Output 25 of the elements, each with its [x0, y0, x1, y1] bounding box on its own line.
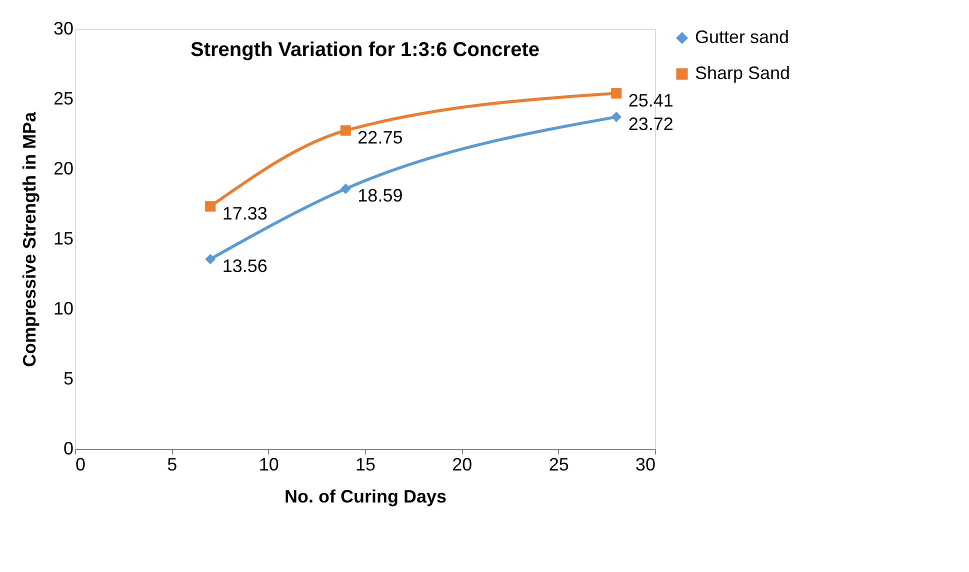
y-tick-label: 0	[63, 438, 74, 458]
y-tick-label: 30	[53, 18, 74, 38]
x-tick-label: 15	[355, 454, 376, 474]
data-label: 18.59	[358, 186, 403, 206]
y-tick-label: 10	[53, 298, 74, 318]
x-tick-label: 5	[167, 454, 178, 474]
y-tick-label: 20	[53, 158, 74, 178]
x-tick-label: 10	[258, 454, 279, 474]
y-tick-label: 5	[63, 368, 74, 388]
y-tick-label: 15	[53, 228, 74, 248]
data-label: 25.41	[628, 90, 674, 110]
data-label: 23.72	[628, 114, 674, 134]
x-axis-title: No. of Curing Days	[284, 486, 447, 506]
legend-label: Sharp Sand	[695, 63, 790, 83]
x-tick-label: 0	[76, 454, 86, 474]
data-label: 22.75	[358, 128, 403, 148]
data-label: 17.33	[222, 203, 268, 224]
y-axis-title: Compressive Strength in MPa	[19, 110, 40, 368]
x-tick-label: 25	[548, 454, 569, 474]
x-tick-label: 20	[452, 454, 472, 474]
x-tick-label: 30	[635, 454, 656, 474]
data-label: 13.56	[222, 256, 268, 276]
y-tick-label: 25	[53, 88, 74, 108]
text: Strength Variation for 1:3:6 Concrete	[190, 39, 540, 61]
legend-label: Gutter sand	[695, 27, 790, 47]
